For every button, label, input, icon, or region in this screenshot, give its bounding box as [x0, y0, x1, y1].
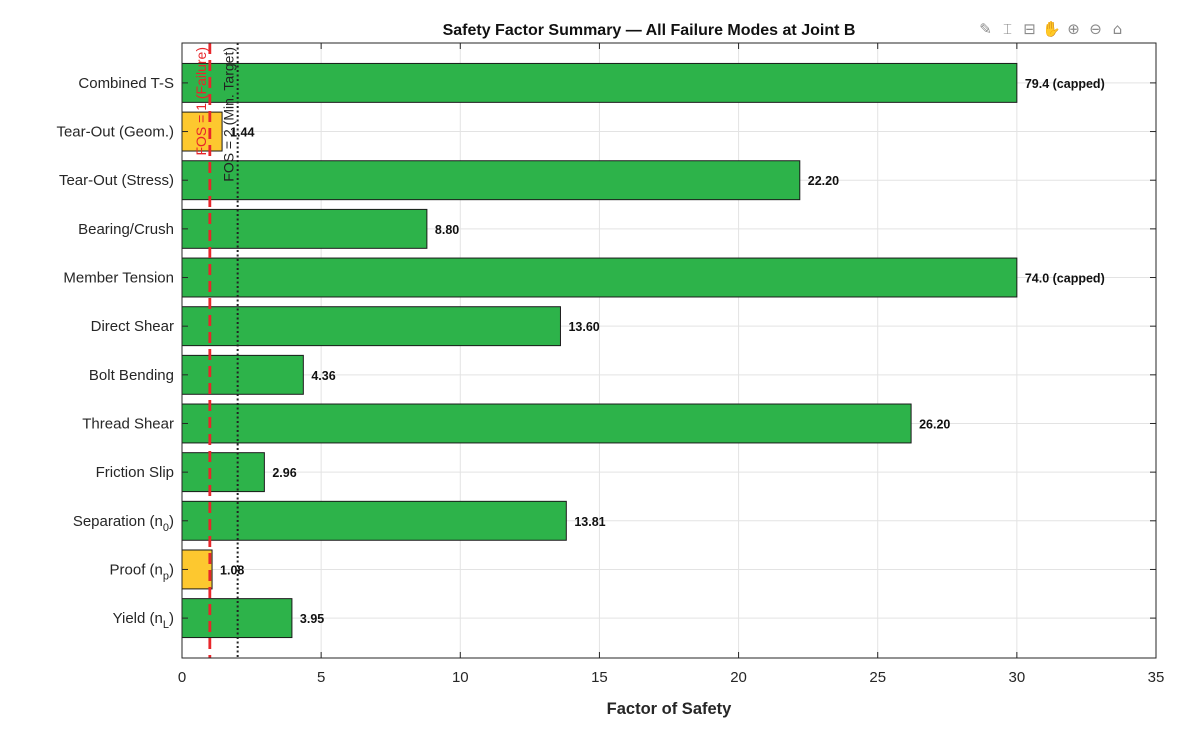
bar-0 — [181, 62, 1018, 103]
bar-11 — [181, 598, 293, 639]
bar-5 — [181, 306, 561, 347]
bar-9 — [181, 500, 567, 541]
y-tick-label-6: Bolt Bending — [89, 367, 174, 384]
bar-6 — [181, 354, 304, 395]
value-label-5: 13.60 — [568, 320, 599, 334]
value-label-2: 22.20 — [808, 174, 839, 188]
value-label-9: 13.81 — [574, 515, 605, 529]
y-tick-label-9: Separation (n0) — [73, 513, 174, 534]
bar-2 — [181, 160, 801, 201]
value-label-0: 79.4 (capped) — [1025, 77, 1105, 91]
axes-box — [181, 42, 1157, 659]
reference-line-label-1: FOS = 2 (Min. Target) — [221, 47, 237, 182]
y-tick-label-10: Proof (np) — [110, 561, 174, 582]
figure-toolbar: ✎ ⌶ ⊟ ✋ ⊕ ⊖ ⌂ — [976, 20, 1127, 39]
home-icon[interactable]: ⌂ — [1112, 20, 1123, 38]
y-tick-label-3: Bearing/Crush — [78, 221, 174, 238]
x-tick-label: 0 — [178, 669, 186, 686]
x-tick-label: 25 — [869, 669, 886, 686]
brush-icon[interactable]: ✎ — [979, 20, 992, 38]
value-label-1: 1.44 — [230, 126, 254, 140]
reference-line-label-0: FOS = 1 (Failure) — [193, 47, 209, 156]
bar-8 — [181, 452, 265, 493]
x-axis-label: Factor of Safety — [607, 700, 733, 718]
value-label-7: 26.20 — [919, 417, 950, 431]
bar-4 — [181, 257, 1018, 298]
x-tick-label: 30 — [1009, 669, 1026, 686]
value-label-6: 4.36 — [311, 369, 335, 383]
data-tips-icon[interactable]: ⌶ — [1002, 20, 1012, 38]
y-tick-label-8: Friction Slip — [96, 464, 174, 481]
zoom-in-icon[interactable]: ⊕ — [1067, 20, 1080, 38]
plot-area — [182, 43, 1156, 658]
bar-3 — [181, 208, 428, 249]
value-label-11: 3.95 — [300, 612, 324, 626]
x-tick-label: 35 — [1148, 669, 1165, 686]
y-tick-label-0: Combined T-S — [78, 75, 174, 92]
x-tick-label: 20 — [730, 669, 747, 686]
x-tick-label: 10 — [452, 669, 469, 686]
zoom-out-icon[interactable]: ⊖ — [1089, 20, 1102, 38]
value-label-3: 8.80 — [435, 223, 459, 237]
pan-icon[interactable]: ✋ — [1042, 20, 1061, 38]
y-tick-label-4: Member Tension — [63, 270, 174, 287]
bar-7 — [181, 403, 912, 444]
restore-view-icon[interactable]: ⊟ — [1023, 20, 1036, 38]
y-tick-label-2: Tear-Out (Stress) — [59, 172, 174, 189]
x-tick-label: 15 — [591, 669, 608, 686]
bar-1 — [181, 111, 223, 152]
y-tick-label-11: Yield (nL) — [113, 610, 174, 631]
y-tick-label-5: Direct Shear — [91, 318, 174, 335]
value-label-10: 1.08 — [220, 563, 244, 577]
chart-title: Safety Factor Summary — All Failure Mode… — [443, 22, 856, 39]
y-tick-label-7: Thread Shear — [82, 415, 174, 432]
value-label-4: 74.0 (capped) — [1025, 272, 1105, 286]
x-tick-label: 5 — [317, 669, 325, 686]
y-tick-label-1: Tear-Out (Geom.) — [56, 124, 174, 141]
value-label-8: 2.96 — [272, 466, 296, 480]
